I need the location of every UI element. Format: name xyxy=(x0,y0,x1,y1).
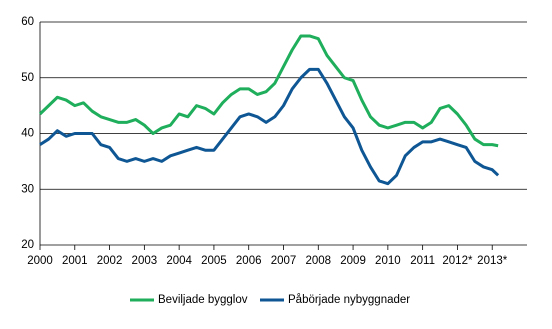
x-tick-label: 2007 xyxy=(271,255,297,267)
x-tick-label: 2011 xyxy=(410,255,435,267)
legend-label: Påbörjade nybyggnader xyxy=(288,294,410,306)
x-tick-label: 2001 xyxy=(62,255,88,267)
x-tick-label: 2012* xyxy=(442,255,473,267)
series-line xyxy=(39,67,500,186)
x-tick-label: 2004 xyxy=(166,255,192,267)
y-tick-label: 30 xyxy=(21,183,34,195)
legend-label: Beviljade bygglov xyxy=(158,294,248,306)
x-tick-label: 2008 xyxy=(305,255,331,267)
series-line xyxy=(38,34,499,148)
y-tick-label: 20 xyxy=(21,239,34,251)
y-tick-label: 40 xyxy=(21,128,34,140)
x-tick-label: 2000 xyxy=(27,255,53,267)
x-tick-label: 2013* xyxy=(477,255,508,267)
x-tick-label: 2006 xyxy=(236,255,262,267)
y-tick-label: 50 xyxy=(21,72,34,84)
x-tick-label: 2010 xyxy=(375,255,401,267)
x-tick-label: 2009 xyxy=(340,255,366,267)
x-tick-label: 2005 xyxy=(201,255,227,267)
x-tick-label: 2003 xyxy=(132,255,158,267)
y-tick-label: 60 xyxy=(21,16,34,28)
x-tick-label: 2002 xyxy=(97,255,123,267)
